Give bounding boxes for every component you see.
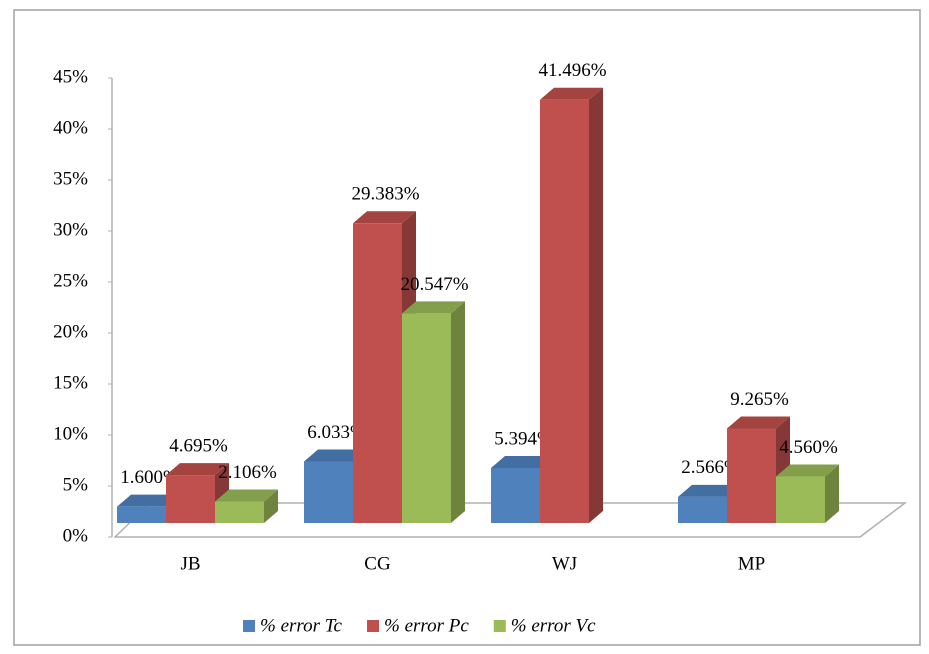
y-tick-label: 15% <box>53 372 88 393</box>
bar-top <box>402 301 465 314</box>
bar-side <box>825 464 839 523</box>
bar-front <box>402 313 451 523</box>
y-tick-label: 30% <box>53 219 88 240</box>
bar-side <box>264 489 278 523</box>
bar <box>540 87 603 524</box>
chart-border <box>13 9 921 646</box>
bar-top <box>491 455 554 468</box>
data-label: 41.496% <box>538 60 606 81</box>
data-label: 29.383% <box>351 184 419 205</box>
y-tick-label: 5% <box>63 474 89 495</box>
bar-front <box>540 99 589 524</box>
x-tick-label: MP <box>738 553 765 574</box>
bar-top <box>166 463 229 476</box>
bar-top <box>727 416 790 429</box>
legend-label: % error Vc <box>511 615 596 636</box>
bar-front <box>166 475 215 523</box>
bar-top <box>540 87 603 100</box>
data-label: 20.547% <box>400 274 468 295</box>
y-tick-label: 35% <box>53 168 88 189</box>
bar <box>402 301 465 523</box>
data-label: 2.106% <box>218 462 277 483</box>
bar-top <box>215 489 278 502</box>
x-tick-label: JB <box>180 553 200 574</box>
legend-swatch <box>493 620 506 632</box>
bar-front <box>678 496 727 523</box>
data-label: 4.695% <box>169 435 228 456</box>
bar-side <box>451 301 465 523</box>
legend-label: % error Tc <box>260 615 343 636</box>
data-label: 2.566% <box>681 457 740 478</box>
data-label: 9.265% <box>730 389 789 410</box>
bar <box>166 463 229 523</box>
legend-label: % error Pc <box>384 615 469 636</box>
bar-front <box>353 223 402 523</box>
bar-front <box>776 476 825 523</box>
legend-swatch <box>367 620 379 632</box>
data-label: 5.394% <box>494 428 553 449</box>
data-label: 4.560% <box>779 437 838 458</box>
legend-swatch <box>243 620 255 632</box>
bar-front <box>117 506 166 523</box>
bar-top <box>117 494 180 507</box>
bar-front <box>727 428 776 523</box>
x-tick-label: CG <box>364 553 391 574</box>
y-tick-label: 40% <box>53 117 88 138</box>
x-tick-label: WJ <box>552 553 577 574</box>
bar <box>678 484 741 523</box>
bar <box>215 489 278 523</box>
bar-front <box>491 467 540 523</box>
bar-top <box>678 484 741 497</box>
y-tick-label: 45% <box>53 66 88 87</box>
bar-side <box>589 87 603 524</box>
y-tick-label: 25% <box>53 270 88 291</box>
bar-top <box>776 464 839 477</box>
y-tick-label: 0% <box>63 525 89 546</box>
bar-top <box>304 449 367 462</box>
bar-front <box>304 461 353 523</box>
data-label: 6.033% <box>307 422 366 443</box>
bar-top <box>353 211 416 224</box>
data-label: 1.600% <box>120 467 179 488</box>
bar <box>776 464 839 523</box>
y-tick-label: 20% <box>53 321 88 342</box>
bar-front <box>215 501 264 523</box>
y-tick-label: 10% <box>53 423 88 444</box>
